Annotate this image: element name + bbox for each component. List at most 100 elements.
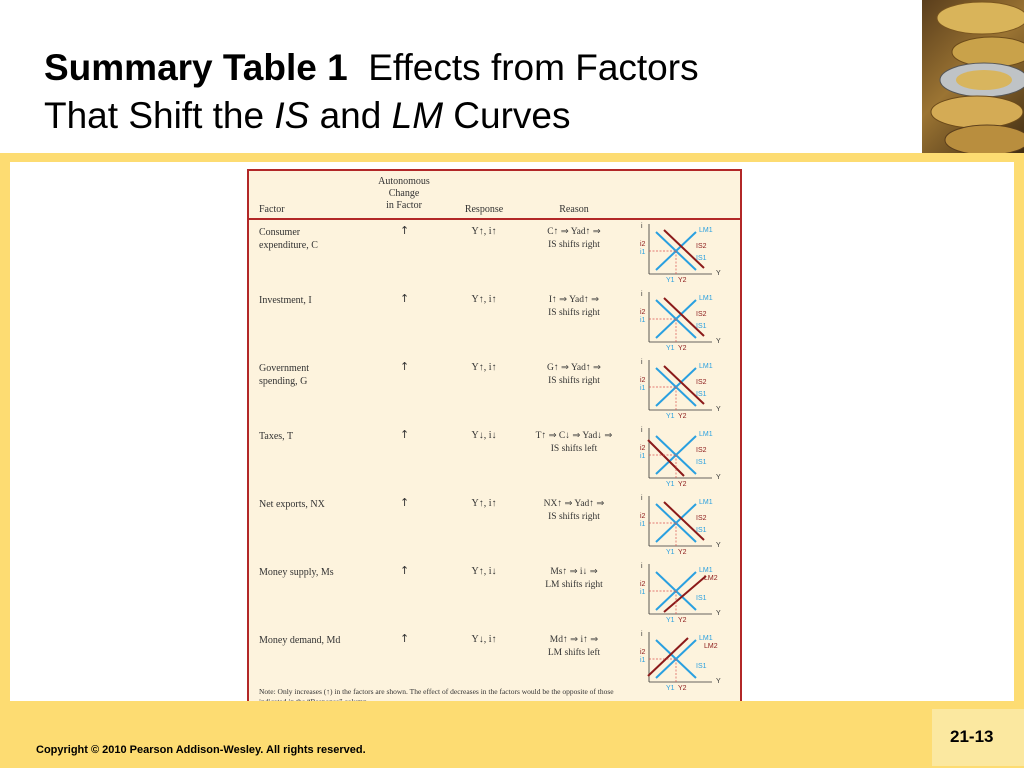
label-y1: Y1 (666, 549, 675, 556)
factor-cell: Net exports, NX (259, 498, 369, 511)
response-cell: Y↑, i↑ (471, 498, 497, 509)
header-reason: Reason (559, 204, 589, 215)
factor-line: spending, G (259, 376, 308, 387)
label-lm2: LM2 (704, 575, 718, 582)
reason-line: IS shifts right (548, 512, 600, 522)
header-rule (249, 218, 740, 220)
axis-label-i: i (641, 631, 643, 638)
reason-line: IS shifts right (548, 376, 600, 386)
reason-line: Ms↑ ⇒ i↓ ⇒ (550, 567, 598, 577)
change-cell: ↑ (400, 428, 410, 441)
change-cell: ↑ (400, 292, 410, 305)
label-is2: IS2 (696, 379, 707, 386)
title-is: IS (274, 95, 310, 136)
label-i1: i1 (640, 657, 646, 664)
label-i2: i2 (640, 241, 646, 248)
response-cell: Y↑, i↑ (471, 226, 497, 237)
reason-line: NX↑ ⇒ Yad↑ ⇒ (543, 499, 605, 509)
reason-cell: C↑ ⇒ Yad↑ ⇒ IS shifts right (519, 226, 629, 252)
change-cell: ↑ (400, 632, 410, 645)
axis-label-y: Y (716, 610, 721, 617)
title-line2-b: and (309, 95, 392, 136)
reason-line: LM shifts left (547, 648, 601, 658)
label-is1: IS1 (696, 323, 707, 330)
reason-cell: NX↑ ⇒ Yad↑ ⇒ IS shifts right (519, 498, 629, 524)
label-y2: Y2 (678, 685, 687, 692)
title-bold: Summary Table 1 (44, 47, 348, 88)
label-is1: IS1 (696, 527, 707, 534)
summary-table: Factor Autonomous Change in Factor Respo… (247, 169, 742, 717)
header-autonomous-line1: Autonomous (378, 176, 430, 187)
axis-label-i: i (641, 427, 643, 434)
factor-line: expenditure, C (259, 240, 318, 251)
response-cell: Y↑, i↑ (471, 294, 497, 305)
factor-line: Money demand, Md (259, 635, 341, 646)
title-rest: Effects from Factors (368, 47, 699, 88)
reason-line: LM shifts right (545, 580, 603, 590)
axis-label-i: i (641, 291, 643, 298)
header-factor: Factor (259, 204, 285, 215)
slide-title: Summary Table 1 Effects from Factors Tha… (44, 44, 904, 140)
axis-label-y: Y (716, 542, 721, 549)
reason-line: Md↑ ⇒ i↑ ⇒ (549, 635, 599, 645)
label-i1: i1 (640, 521, 646, 528)
axis-label-i: i (641, 563, 643, 570)
label-lm1: LM1 (699, 635, 713, 642)
label-y1: Y1 (666, 345, 675, 352)
axis-label-y: Y (716, 678, 721, 685)
factor-cell: Money demand, Md (259, 634, 369, 647)
label-y2: Y2 (678, 549, 687, 556)
reason-line: G↑ ⇒ Yad↑ ⇒ (547, 363, 601, 373)
factor-line: Government (259, 363, 309, 374)
label-is2: IS2 (696, 515, 707, 522)
is2-curve (663, 229, 705, 269)
label-lm1: LM1 (699, 295, 713, 302)
factor-cell: Investment, I (259, 294, 369, 307)
reason-cell: Ms↑ ⇒ i↓ ⇒ LM shifts right (519, 566, 629, 592)
reason-line: T↑ ⇒ C↓ ⇒ Yad↓ ⇒ (535, 431, 613, 441)
reason-line: IS shifts left (550, 444, 598, 454)
label-is1: IS1 (696, 255, 707, 262)
label-is1: IS1 (696, 459, 707, 466)
reason-line: I↑ ⇒ Yad↑ ⇒ (548, 295, 600, 305)
label-lm1: LM1 (699, 363, 713, 370)
reason-line: IS shifts right (548, 308, 600, 318)
label-y2: Y2 (678, 277, 687, 284)
title-line2-a: That Shift the (44, 95, 275, 136)
lm2-curve (647, 637, 689, 677)
label-lm1: LM1 (699, 567, 713, 574)
label-y1: Y1 (666, 481, 675, 488)
factor-cell: Money supply, Ms (259, 566, 369, 579)
factor-cell: Taxes, T (259, 430, 369, 443)
axis-label-y: Y (716, 270, 721, 277)
lm2-curve (663, 575, 707, 613)
label-i1: i1 (640, 453, 646, 460)
change-cell: ↑ (400, 564, 410, 577)
axis-label-i: i (641, 359, 643, 366)
label-i1: i1 (640, 385, 646, 392)
label-y1: Y1 (666, 617, 675, 624)
label-i1: i1 (640, 317, 646, 324)
label-y1: Y1 (666, 413, 675, 420)
response-cell: Y↓, i↑ (471, 634, 497, 645)
label-i2: i2 (640, 649, 646, 656)
label-y2: Y2 (678, 481, 687, 488)
is2-curve (647, 439, 685, 477)
label-i2: i2 (640, 309, 646, 316)
factor-cell: Government spending, G (259, 362, 369, 388)
label-lm1: LM1 (699, 431, 713, 438)
label-is1: IS1 (696, 391, 707, 398)
label-i2: i2 (640, 581, 646, 588)
response-cell: Y↓, i↓ (471, 430, 497, 441)
label-y2: Y2 (678, 617, 687, 624)
label-lm1: LM1 (699, 227, 713, 234)
factor-line: Money supply, Ms (259, 567, 334, 578)
label-i1: i1 (640, 589, 646, 596)
label-lm2: LM2 (704, 643, 718, 650)
header-autonomous-line2: Change (388, 188, 420, 199)
